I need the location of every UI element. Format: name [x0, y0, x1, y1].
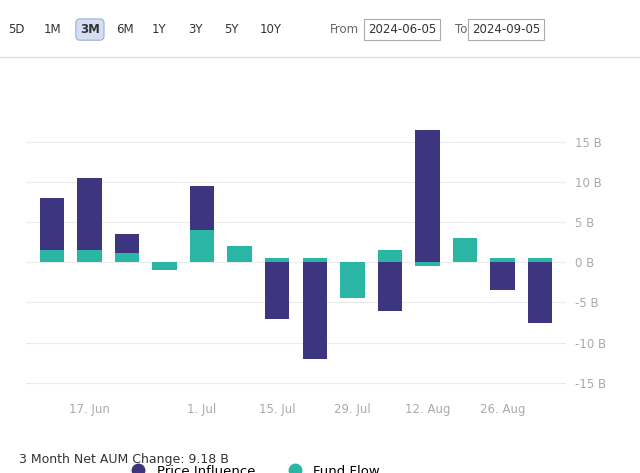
Bar: [115, 253, 140, 262]
Text: 1Y: 1Y: [152, 23, 166, 36]
Bar: [490, 262, 515, 290]
Bar: [40, 198, 64, 262]
Text: 5D: 5D: [8, 23, 24, 36]
Text: 3M: 3M: [80, 23, 100, 36]
Bar: [340, 262, 365, 274]
Text: 6M: 6M: [116, 23, 134, 36]
Bar: [77, 250, 102, 262]
Bar: [340, 262, 365, 298]
Text: 10Y: 10Y: [260, 23, 282, 36]
Bar: [190, 230, 214, 262]
Bar: [303, 258, 327, 262]
Bar: [265, 258, 289, 262]
Bar: [227, 246, 252, 262]
Bar: [152, 262, 177, 270]
Bar: [528, 262, 552, 323]
Text: To: To: [455, 23, 467, 36]
Bar: [77, 178, 102, 262]
Bar: [528, 258, 552, 262]
Text: 5Y: 5Y: [224, 23, 239, 36]
Text: 3 Month Net AUM Change: 9.18 B: 3 Month Net AUM Change: 9.18 B: [19, 453, 229, 465]
Bar: [303, 262, 327, 359]
Bar: [227, 253, 252, 262]
Bar: [265, 262, 289, 319]
Bar: [378, 250, 402, 262]
Text: 2024-09-05: 2024-09-05: [472, 23, 540, 36]
Text: 2024-06-05: 2024-06-05: [368, 23, 436, 36]
Bar: [115, 234, 140, 262]
Bar: [190, 186, 214, 262]
Text: 3Y: 3Y: [188, 23, 202, 36]
Bar: [40, 250, 64, 262]
Bar: [490, 258, 515, 262]
Bar: [415, 130, 440, 262]
Bar: [378, 262, 402, 310]
Legend: Price Influence, Fund Flow: Price Influence, Fund Flow: [120, 459, 385, 473]
Text: From: From: [330, 23, 359, 36]
Bar: [415, 262, 440, 266]
Text: 1M: 1M: [44, 23, 61, 36]
Bar: [452, 238, 477, 262]
